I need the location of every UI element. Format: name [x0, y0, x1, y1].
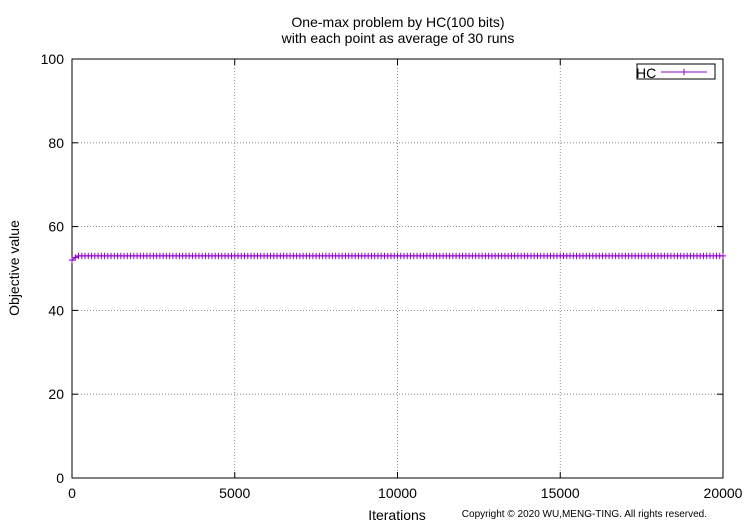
y-tick-label: 100 — [41, 51, 65, 67]
x-axis: 0 5000 10000 15000 20000 — [68, 59, 743, 501]
data-point — [68, 256, 76, 264]
x-axis-label: Iterations — [368, 507, 426, 523]
legend-marker-hc — [680, 68, 688, 76]
y-tick-label: 20 — [48, 386, 64, 402]
y-tick-label: 40 — [48, 302, 64, 318]
series-hc — [68, 252, 727, 264]
chart-subtitle: with each point as average of 30 runs — [281, 30, 515, 46]
legend: HC — [636, 63, 716, 81]
x-tick-label: 5000 — [219, 485, 250, 501]
x-tick-label: 15000 — [541, 485, 580, 501]
y-tick-label: 60 — [48, 219, 64, 235]
legend-label-hc: HC — [636, 65, 656, 81]
y-tick-label: 0 — [56, 470, 64, 486]
x-tick-label: 10000 — [378, 485, 417, 501]
y-tick-label: 80 — [48, 135, 64, 151]
chart-title: One-max problem by HC(100 bits) — [291, 14, 504, 30]
data-point — [72, 254, 79, 261]
y-axis: 0 20 40 60 80 100 — [41, 51, 723, 486]
copyright-notice: Copyright © 2020 WU,MENG-TING. All right… — [462, 509, 707, 520]
plot-frame — [71, 58, 724, 479]
grid — [72, 59, 723, 478]
data-point — [719, 252, 727, 260]
y-axis-label: Objective value — [6, 220, 22, 316]
x-tick-label: 20000 — [704, 485, 743, 501]
x-tick-label: 0 — [68, 485, 76, 501]
